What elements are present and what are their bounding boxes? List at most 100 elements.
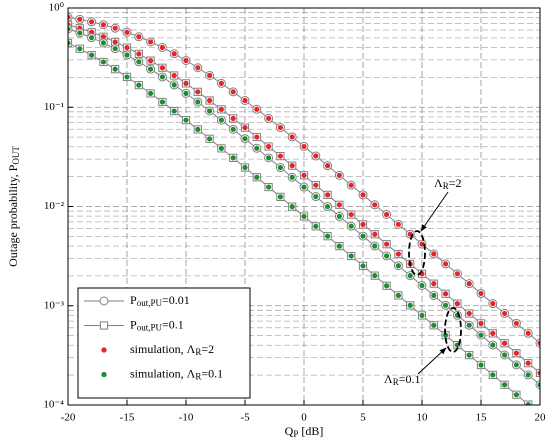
marker [99,296,109,306]
dot [454,301,460,307]
dot [348,211,354,218]
dot [431,322,437,328]
dot [289,174,295,180]
ellipse-lambda-01 [444,307,462,353]
dot [348,182,354,188]
dot [313,193,319,200]
dot [478,362,484,368]
dot [325,192,331,198]
dot [289,163,295,169]
dot [407,302,413,308]
y-tick-label: 10⁻³ [44,299,65,311]
dot [112,66,118,72]
dot [372,202,378,208]
dot [395,251,401,257]
dot [431,292,437,299]
dot [395,221,401,227]
dot [395,263,401,269]
dot [207,97,213,104]
subscript: P [293,429,298,439]
x-tick-label: 0 [301,412,307,424]
dot [360,233,366,239]
dot [478,332,484,338]
dot [183,90,189,96]
x-tick-label: -15 [120,412,135,424]
dot [525,330,531,336]
dot [513,362,520,368]
dot [112,39,118,45]
dot [183,80,189,86]
dot [124,45,130,51]
dot [171,72,177,79]
dot [148,39,154,45]
dot [419,241,425,247]
dot [218,145,224,151]
y-axis-label: Outage probability, POUT [6,146,21,267]
dot [466,322,472,328]
marker [99,321,109,330]
dot [301,143,307,150]
dot [124,52,130,58]
text-part: =0.1 [399,372,421,386]
dot [68,40,71,46]
text-part: =2 [201,342,214,356]
dot [454,271,460,277]
dot [218,117,224,123]
dot [159,99,165,105]
dot [336,243,342,249]
dot [336,172,342,178]
dot [112,25,118,31]
dot [112,46,118,52]
dot [89,52,95,58]
series-line [68,42,529,405]
dot [100,59,106,65]
dot [77,30,83,36]
dot [266,143,272,150]
dot [254,174,260,180]
dot [478,290,484,297]
dot [242,97,248,104]
dot [101,347,107,353]
subscript: R [443,181,449,191]
text-part: Λ [434,176,443,190]
dot [171,108,177,114]
dot [277,124,283,131]
dot [254,106,260,112]
dot [136,82,142,88]
dot [195,99,201,105]
dot [277,164,283,171]
dot [537,382,540,388]
dot [266,115,272,121]
dot [384,283,390,289]
dot [313,153,319,159]
arrow [417,347,447,375]
dot [537,370,540,376]
dot [395,292,401,299]
legend-label: simulation, ΛR=0.1 [130,366,223,381]
dot [277,194,283,200]
y-tick-label: 10⁻¹ [44,101,64,113]
dot [148,58,154,64]
dot [171,82,177,88]
dot [230,155,236,161]
dot [277,153,283,159]
dot [513,392,520,398]
legend-label: simulation, ΛR=2 [130,342,214,357]
y-tick-label: 10⁰ [49,2,65,14]
dot [159,74,165,80]
dot [407,273,413,279]
dot [313,182,319,188]
dot [207,72,213,79]
dot [159,44,165,51]
dot [466,310,472,317]
dot [325,163,331,169]
y-tick-label: 10⁻⁴ [43,399,64,411]
legend-box [77,287,251,399]
dot [183,117,189,123]
dot [218,80,224,86]
dot [89,19,95,25]
text-part: simulation, Λ [130,342,196,356]
dot [301,172,307,178]
